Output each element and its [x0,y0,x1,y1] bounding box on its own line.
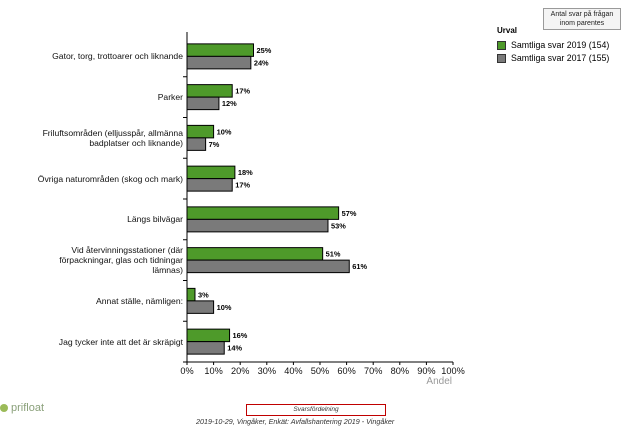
bar-2019 [186,328,231,343]
data-label: 10% [217,127,232,136]
x-tick-label: 90% [417,366,435,376]
bar-2019 [186,124,215,139]
data-label: 16% [233,331,248,340]
category-label: Längs bilvägar [127,214,183,225]
bar-2017 [186,96,220,111]
data-label: 57% [342,209,357,218]
x-axis-label: Andel [426,376,452,387]
category-label: Parker [157,92,183,103]
bars-group [186,43,350,355]
x-tick-label: 50% [311,366,329,376]
bar-2019 [186,84,233,98]
category-label: Gator, torg, trottoarer och liknande [52,51,183,62]
category-label: Övriga naturområden (skog och mark) [37,173,183,184]
footer-text: 2019-10-29, Vingåker, Enkät: Avfallshant… [196,417,395,426]
bar-2017 [186,55,252,70]
data-label: 61% [352,262,367,271]
data-label: 25% [257,46,272,55]
bar-2019 [186,247,324,261]
category-label: Annat ställe, nämligen: [96,295,183,306]
bar-2017 [186,341,225,355]
bar-2017 [186,300,215,314]
logo-icon [0,404,8,412]
data-label: 17% [235,181,250,190]
x-tick-label: 80% [391,366,409,376]
legend-label-2017: Samtliga svar 2017 (155) [511,53,610,63]
x-tick-label: 60% [337,366,355,376]
x-tick-label: 10% [204,366,222,376]
data-label: 18% [238,168,253,177]
x-axis-group: 0% 10% 20% 30% 40% 50% 60% 70% 80% 90% 100%Andel [180,32,465,387]
x-tick-label: 30% [258,366,276,376]
x-tick-label: 40% [284,366,302,376]
legend-swatch-2019 [497,40,506,50]
logo: prifloat [0,402,44,414]
data-label: 14% [227,344,242,353]
data-label: 3% [198,290,209,299]
data-label: 12% [222,99,237,108]
category-label: Jag tycker inte att det är skräpigt [58,336,183,347]
legend-item-2017: Samtliga svar 2017 (155) [497,53,609,63]
category-label: Friluftsområden (elljusspår, allmänna ba… [42,127,183,148]
data-label: 10% [217,303,232,312]
legend-label-2019: Samtliga svar 2019 (154) [511,40,610,50]
legend-item-2019: Samtliga svar 2019 (154) [497,40,609,50]
x-tick-label: 20% [231,366,249,376]
category-label: Vid återvinningsstationer (där förpackni… [59,245,183,276]
bar-2017 [186,218,329,233]
x-tick-label: 70% [364,366,382,376]
data-label: 51% [326,250,341,259]
bar-2019 [186,165,236,180]
legend-note: Antal svar på frågan inom parentes [543,8,621,30]
bar-2019 [186,206,340,220]
bar-2017 [186,178,233,192]
data-label: 7% [209,140,220,149]
legend-swatch-2017 [497,53,506,63]
bar-2017 [186,259,350,274]
caption-link[interactable]: Svarsfördelning [246,404,386,416]
bar-2017 [186,137,207,151]
data-label: 53% [331,221,346,230]
value-labels-group: 25% 24% 17% 12% 10% 7% 18% 17% 57% 53% 51% 61% 3% 10%… [198,46,368,353]
bar-2019 [186,287,196,302]
data-label: 17% [235,87,250,96]
logo-text: prifloat [11,402,45,414]
x-tick-label: 0% [180,366,193,376]
legend-title: Urval [497,26,518,35]
bar-2019 [186,43,254,57]
data-label: 24% [254,58,269,67]
x-tick-label: 100% [441,366,465,376]
